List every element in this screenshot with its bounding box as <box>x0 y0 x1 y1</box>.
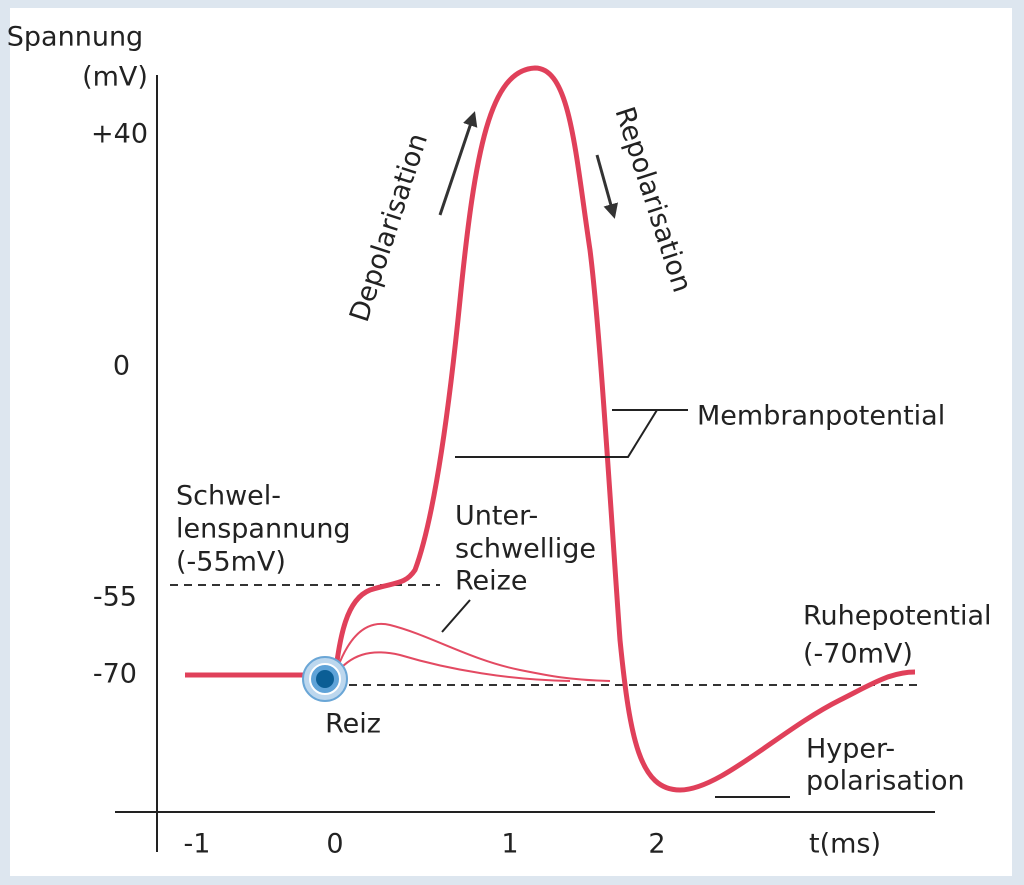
y-tick-label: -55 <box>93 582 137 613</box>
annotation: Membranpotential <box>697 401 945 432</box>
annotation: Unter- <box>455 501 538 532</box>
annotation: Ruhepotential <box>803 601 992 632</box>
arrow <box>438 111 478 216</box>
x-tick-label: 0 <box>326 829 343 860</box>
annotation: Hyper- <box>806 734 895 765</box>
y-tick-label: +40 <box>91 119 148 150</box>
action-potential-curve <box>185 65 916 793</box>
y-tick-label: 0 <box>113 351 130 382</box>
arrow <box>595 154 619 219</box>
x-tick-label: -1 <box>184 829 211 860</box>
x-axis-label: t(ms) <box>809 829 881 860</box>
annotation: Schwel- <box>176 481 281 512</box>
annotation: schwellige <box>455 534 596 565</box>
x-tick-label: 1 <box>501 829 518 860</box>
y-tick-label: -70 <box>93 659 137 690</box>
annotation: lenspannung <box>176 514 351 545</box>
panel <box>10 8 1012 876</box>
subthreshold-curve <box>334 651 571 682</box>
x-tick-label: 2 <box>648 829 665 860</box>
leader-line <box>441 599 471 633</box>
annotation: Reize <box>455 566 527 597</box>
stimulus-marker <box>316 670 334 688</box>
annotation: Reiz <box>325 709 381 740</box>
y-axis-label: Spannung <box>7 22 143 53</box>
subthreshold-curve <box>334 622 611 682</box>
annotation: polarisation <box>806 766 965 797</box>
leader-line <box>455 409 688 458</box>
y-axis-unit: (mV) <box>82 62 148 93</box>
annotation: (-70mV) <box>803 639 913 670</box>
annotation: (-55mV) <box>176 547 286 578</box>
